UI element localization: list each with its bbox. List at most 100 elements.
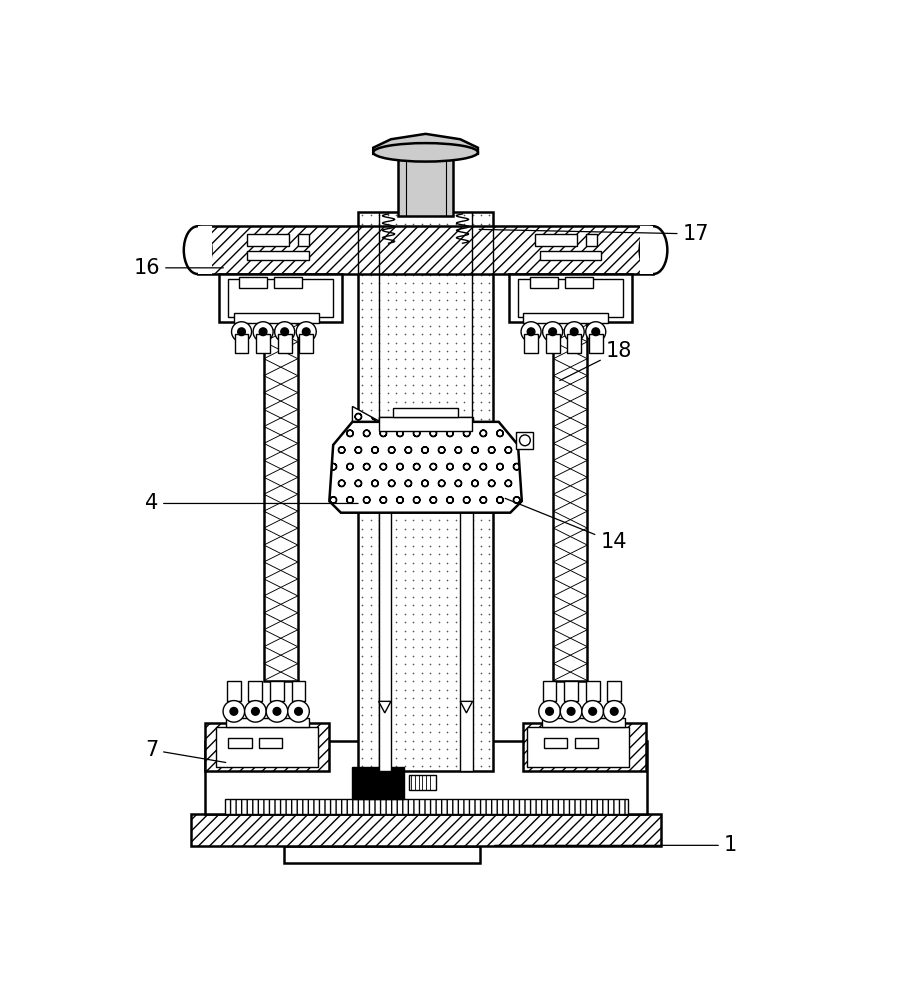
Circle shape — [568, 708, 575, 715]
Circle shape — [232, 322, 251, 342]
Bar — [379, 417, 471, 431]
Text: 1: 1 — [495, 835, 737, 855]
Bar — [352, 767, 404, 799]
Bar — [191, 814, 661, 846]
Circle shape — [521, 322, 541, 342]
Bar — [298, 234, 309, 246]
Circle shape — [230, 708, 238, 715]
Bar — [585, 234, 596, 246]
Bar — [256, 334, 270, 353]
Bar — [516, 432, 533, 449]
Bar — [639, 226, 654, 274]
Bar — [227, 681, 241, 701]
Text: 17: 17 — [480, 224, 709, 244]
Circle shape — [560, 701, 582, 722]
Bar — [540, 251, 601, 260]
Polygon shape — [374, 134, 478, 154]
Bar — [509, 274, 632, 322]
Ellipse shape — [374, 143, 478, 162]
Polygon shape — [460, 701, 472, 713]
Polygon shape — [330, 422, 522, 513]
Circle shape — [223, 701, 244, 722]
Bar — [523, 723, 646, 771]
Bar — [585, 681, 600, 701]
Bar — [460, 417, 472, 771]
Circle shape — [582, 701, 603, 722]
Circle shape — [266, 701, 287, 722]
Circle shape — [539, 701, 560, 722]
Bar — [284, 846, 480, 863]
Bar — [379, 417, 391, 771]
Bar — [277, 334, 292, 353]
Bar — [260, 738, 282, 748]
Bar — [274, 277, 302, 288]
Ellipse shape — [184, 226, 212, 274]
Bar — [239, 277, 267, 288]
Bar — [224, 799, 628, 814]
Circle shape — [260, 328, 267, 336]
Circle shape — [570, 328, 578, 336]
Circle shape — [546, 708, 553, 715]
Bar — [544, 738, 568, 748]
Bar — [206, 741, 647, 814]
Bar — [228, 738, 251, 748]
Bar — [398, 143, 453, 216]
Circle shape — [295, 708, 303, 715]
Bar — [198, 226, 212, 274]
Bar — [524, 313, 608, 323]
Text: 4: 4 — [145, 493, 358, 513]
Bar — [542, 681, 557, 701]
Bar — [535, 234, 577, 246]
Bar — [249, 681, 262, 701]
Circle shape — [273, 708, 281, 715]
Bar — [589, 334, 603, 353]
Circle shape — [520, 435, 531, 446]
Bar — [299, 334, 313, 353]
Bar — [247, 234, 289, 246]
Circle shape — [275, 322, 295, 342]
Bar — [518, 279, 622, 317]
Bar — [409, 774, 436, 790]
Bar — [564, 681, 578, 701]
Ellipse shape — [639, 226, 667, 274]
Text: 7: 7 — [145, 740, 225, 762]
Circle shape — [296, 322, 316, 342]
Circle shape — [238, 328, 245, 336]
Bar — [393, 408, 458, 417]
Bar — [531, 277, 558, 288]
Bar — [198, 226, 654, 274]
Bar — [228, 279, 333, 317]
Bar — [233, 313, 319, 323]
Circle shape — [589, 708, 596, 715]
Bar — [292, 681, 305, 701]
Bar — [234, 334, 249, 353]
Circle shape — [253, 322, 273, 342]
Circle shape — [542, 322, 563, 342]
Bar — [568, 334, 581, 353]
Polygon shape — [352, 406, 510, 509]
Bar — [527, 727, 629, 767]
Text: 14: 14 — [506, 498, 627, 552]
Bar — [357, 212, 493, 771]
Bar — [607, 681, 621, 701]
Circle shape — [564, 322, 585, 342]
Circle shape — [244, 701, 266, 722]
Polygon shape — [379, 701, 391, 713]
Circle shape — [603, 701, 625, 722]
Bar — [575, 738, 598, 748]
Circle shape — [549, 328, 557, 336]
Bar — [226, 718, 309, 727]
Circle shape — [251, 708, 260, 715]
Bar — [216, 727, 318, 767]
Bar — [553, 297, 587, 681]
Bar — [524, 334, 538, 353]
Bar — [546, 334, 559, 353]
Circle shape — [527, 328, 535, 336]
Bar — [247, 251, 309, 260]
Bar — [264, 297, 298, 681]
Circle shape — [303, 328, 310, 336]
Circle shape — [281, 328, 288, 336]
Circle shape — [592, 328, 600, 336]
Circle shape — [585, 322, 606, 342]
Bar — [565, 277, 593, 288]
